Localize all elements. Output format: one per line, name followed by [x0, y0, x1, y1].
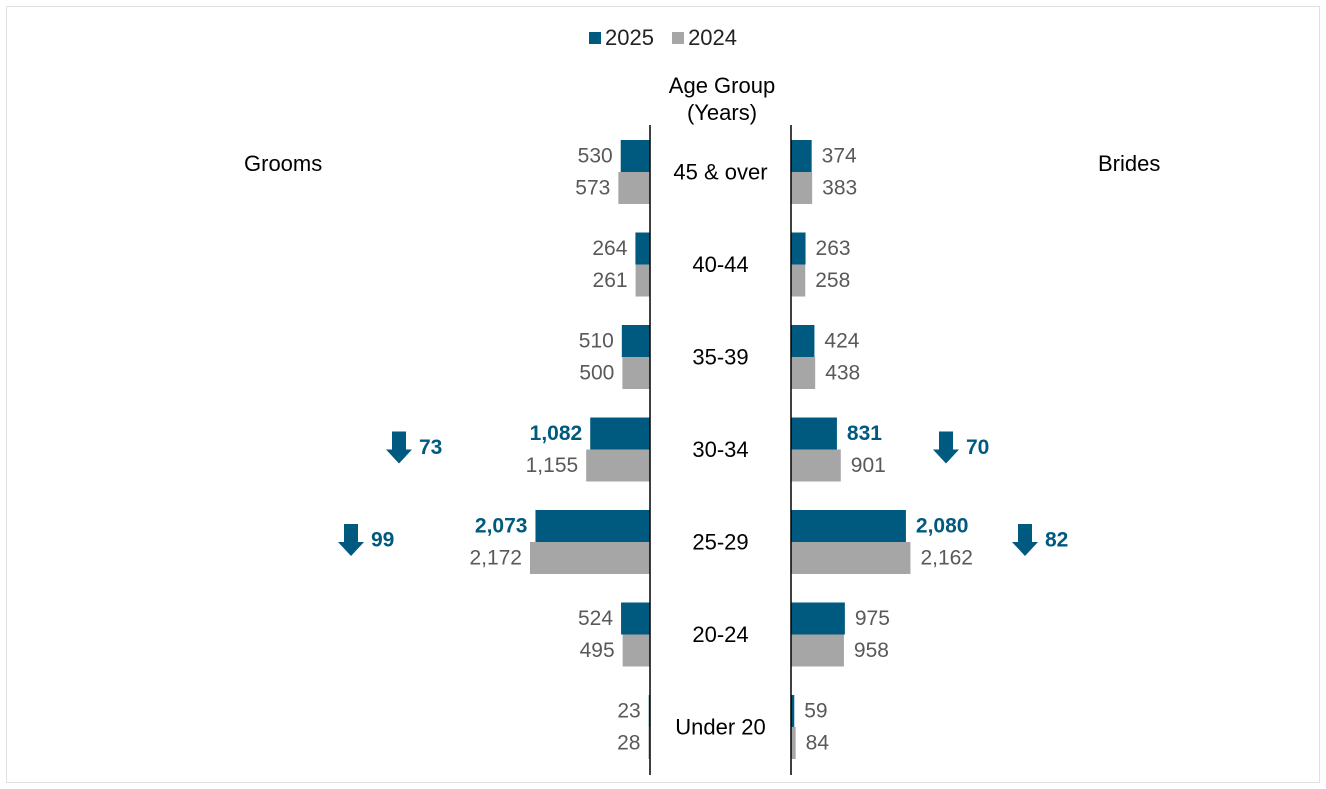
grooms-bar-2024-row-4: [530, 542, 650, 574]
category-label-row-3: 30-34: [692, 437, 748, 462]
grooms-bar-2024-row-6: [648, 727, 650, 759]
category-label-row-4: 25-29: [692, 530, 748, 555]
brides-label-2024-row-0: 383: [822, 177, 857, 200]
down-arrow-icon-brides-2: [933, 431, 959, 464]
down-arrow-icon-grooms-1: [338, 524, 364, 556]
brides-label-2024-row-4: 2,162: [920, 547, 973, 570]
brides-label-2025-row-3: 831: [847, 422, 882, 445]
annotation-value-grooms-0: 73: [419, 436, 442, 459]
grooms-label-2025-row-3: 1,082: [530, 422, 583, 445]
brides-label: Brides: [1098, 151, 1161, 176]
legend-item-2025: 2025: [588, 25, 654, 51]
grooms-label-2025-row-4: 2,073: [475, 515, 528, 538]
grooms-label-2025-row-6: 23: [617, 700, 640, 723]
grooms-label-2024-row-5: 495: [580, 639, 615, 662]
axis-title: Age Group (Years): [640, 72, 804, 126]
brides-bar-2025-row-3: [791, 417, 837, 450]
grooms-label-2025-row-1: 264: [592, 237, 627, 260]
grooms-label-2025-row-2: 510: [579, 330, 614, 353]
grooms-bar-2025-row-1: [635, 232, 650, 265]
brides-label-2024-row-2: 438: [825, 362, 860, 385]
grooms-label-2025-row-0: 530: [578, 145, 613, 168]
grooms-label-2024-row-6: 28: [617, 732, 640, 755]
grooms-bar-2025-row-0: [620, 140, 650, 172]
grooms-bar-2024-row-0: [618, 172, 650, 204]
grooms-label-2024-row-4: 2,172: [469, 547, 522, 570]
axis-title-line2: (Years): [686, 100, 758, 125]
brides-label-2024-row-1: 258: [815, 269, 850, 292]
brides-label-2025-row-6: 59: [804, 700, 827, 723]
grooms-bar-2024-row-2: [622, 357, 650, 389]
brides-label-2025-row-5: 975: [855, 607, 890, 630]
brides-bar-2025-row-4: [791, 510, 906, 542]
grooms-label-2024-row-1: 261: [593, 269, 628, 292]
grooms-bar-2025-row-3: [590, 417, 650, 450]
grooms-label-2024-row-0: 573: [575, 177, 610, 200]
brides-bar-2024-row-2: [791, 357, 816, 389]
annotation-value-brides-2: 70: [966, 436, 989, 459]
brides-bar-2024-row-3: [791, 449, 841, 482]
category-label-row-5: 20-24: [692, 622, 748, 647]
annotation-value-grooms-1: 99: [371, 529, 394, 552]
grooms-bar-2024-row-1: [635, 264, 650, 297]
legend-swatch-2025: [588, 32, 601, 44]
grooms-bar-2025-row-5: [621, 602, 650, 635]
brides-bar-2024-row-1: [791, 264, 806, 297]
brides-label-2024-row-5: 958: [854, 639, 889, 662]
brides-bar-2025-row-6: [791, 695, 795, 727]
down-arrow-icon-grooms-0: [386, 431, 412, 464]
down-arrow-icon-brides-3: [1012, 524, 1038, 556]
brides-bar-2024-row-6: [791, 727, 796, 759]
grooms-bar-2024-row-3: [586, 449, 650, 482]
legend-label-2024: 2024: [688, 25, 738, 50]
category-label-row-6: Under 20: [675, 715, 766, 740]
annotation-value-brides-3: 82: [1045, 529, 1068, 552]
legend-item-2024: 2024: [672, 25, 737, 51]
brides-bar-2025-row-0: [791, 140, 812, 172]
grooms-bar-2025-row-4: [535, 510, 650, 542]
brides-bar-2025-row-1: [791, 232, 806, 265]
brides-bar-2024-row-5: [791, 634, 844, 667]
legend-label-2025: 2025: [604, 25, 654, 50]
grooms-label: Grooms: [244, 151, 323, 176]
brides-bar-2024-row-0: [791, 172, 813, 204]
axis-title-line1: Age Group: [668, 73, 776, 98]
brides-label-2025-row-1: 263: [816, 237, 851, 260]
category-label-row-1: 40-44: [692, 252, 748, 277]
brides-label-2024-row-6: 84: [806, 732, 830, 755]
brides-bar-2024-row-4: [791, 542, 911, 574]
grooms-label-2025-row-5: 524: [578, 607, 613, 630]
grooms-bar-2024-row-5: [622, 634, 650, 667]
category-label-row-0: 45 & over: [673, 160, 767, 185]
brides-bar-2025-row-2: [791, 325, 815, 357]
chart-frame: [6, 6, 1320, 783]
brides-bar-2025-row-5: [791, 602, 845, 635]
legend-swatch-2024: [672, 32, 685, 44]
grooms-bar-2025-row-2: [621, 325, 650, 357]
brides-label-2025-row-2: 424: [824, 330, 859, 353]
grooms-label-2024-row-3: 1,155: [526, 454, 579, 477]
grooms-label-2024-row-2: 500: [579, 362, 614, 385]
category-label-row-2: 35-39: [692, 345, 748, 370]
brides-label-2024-row-3: 901: [851, 454, 886, 477]
legend: 2025 2024: [0, 24, 1326, 51]
brides-label-2025-row-0: 374: [822, 145, 857, 168]
brides-label-2025-row-4: 2,080: [916, 515, 969, 538]
